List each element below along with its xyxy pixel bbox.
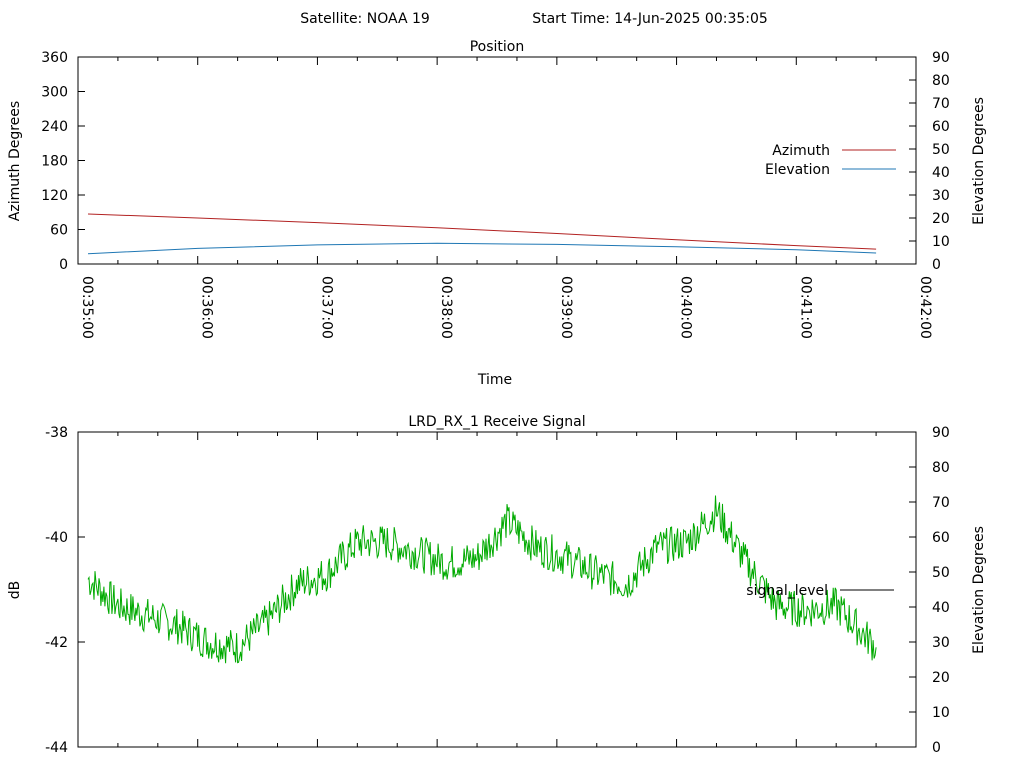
series-line-elevation [87, 242, 877, 255]
y-tick-label: -38 [45, 425, 68, 441]
x-tick-label: 00:37:00 [318, 276, 334, 339]
x-tick-label: 00:38:00 [438, 276, 454, 339]
signal-y2-axis-label: Elevation Degrees [971, 526, 987, 654]
x-tick-label: 00:41:00 [797, 276, 813, 339]
position-plot-frame [77, 56, 917, 265]
x-tick-label: 00:40:00 [678, 276, 694, 339]
y2-tick-label: 10 [932, 705, 950, 721]
y2-tick-label: 10 [932, 234, 950, 250]
legend-label: Elevation [765, 162, 830, 178]
y2-tick-label: 20 [932, 670, 950, 686]
position-y2-axis-label: Elevation Degrees [971, 97, 987, 225]
y2-tick-label: 60 [932, 119, 950, 135]
signal-chart-title: LRD_RX_1 Receive Signal [408, 414, 585, 430]
y-tick-label: 300 [41, 85, 68, 101]
y2-tick-label: 0 [932, 257, 941, 273]
start-time-label: Start Time: 14-Jun-2025 00:35:05 [532, 11, 768, 27]
y2-tick-label: 30 [932, 635, 950, 651]
signal-y-axis-label: dB [7, 581, 23, 600]
x-tick-label: 00:39:00 [558, 276, 574, 339]
legend-label: Azimuth [772, 143, 830, 159]
y-tick-label: 180 [41, 154, 68, 170]
signal-plot-frame [77, 431, 917, 748]
y2-tick-label: 70 [932, 495, 950, 511]
y-tick-label: 360 [41, 50, 68, 66]
y2-tick-label: 90 [932, 50, 950, 66]
legend-label: signal_level [746, 583, 828, 599]
position-y-axis-label: Azimuth Degrees [7, 101, 23, 221]
y-tick-label: 120 [41, 188, 68, 204]
y-tick-label: -40 [45, 530, 68, 546]
satellite-label: Satellite: NOAA 19 [300, 11, 430, 27]
y2-tick-label: 50 [932, 142, 950, 158]
x-tick-label: 00:35:00 [79, 276, 95, 339]
y2-tick-label: 90 [932, 425, 950, 441]
receive-signal-chart: LRD_RX_1 Receive Signal dB Elevation Deg… [7, 414, 987, 756]
y2-tick-label: 50 [932, 565, 950, 581]
x-tick-label: 00:36:00 [199, 276, 215, 339]
y2-tick-label: 70 [932, 96, 950, 112]
series-line-azimuth [87, 213, 877, 250]
y-tick-label: 60 [50, 223, 68, 239]
y2-tick-label: 40 [932, 165, 950, 181]
x-tick-label: 00:42:00 [917, 276, 933, 339]
y-tick-label: 0 [59, 257, 68, 273]
y2-tick-label: 40 [932, 600, 950, 616]
position-x-axis-label: Time [477, 372, 512, 388]
y2-tick-label: 60 [932, 530, 950, 546]
y2-tick-label: 30 [932, 188, 950, 204]
y2-tick-label: 0 [932, 740, 941, 756]
position-chart: Position Azimuth Degrees Elevation Degre… [7, 39, 987, 388]
y-tick-label: -42 [45, 635, 68, 651]
y-tick-label: 240 [41, 119, 68, 135]
y-tick-label: -44 [45, 740, 68, 756]
position-chart-title: Position [470, 39, 525, 55]
series-line-signal-level [87, 495, 877, 664]
y2-tick-label: 80 [932, 73, 950, 89]
y2-tick-label: 20 [932, 211, 950, 227]
y2-tick-label: 80 [932, 460, 950, 476]
